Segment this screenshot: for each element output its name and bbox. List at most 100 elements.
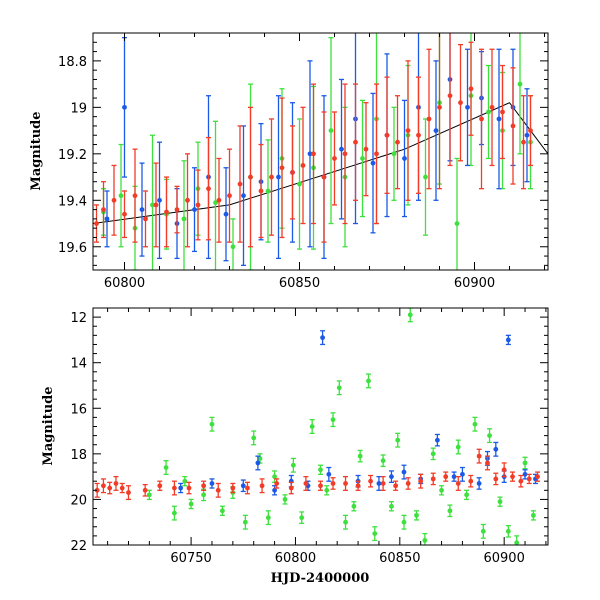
- bottom-data-point: [476, 481, 482, 486]
- bottom-data-point: [343, 481, 348, 486]
- bottom-data-point: [518, 478, 524, 484]
- bottom-data-point: [272, 487, 277, 493]
- bottom-data-point: [245, 485, 250, 491]
- bottom-data-point: [178, 485, 184, 491]
- bottom-y-tick-label: 20: [70, 493, 87, 508]
- bottom-data-point: [510, 474, 515, 480]
- bottom-data-point: [171, 510, 177, 516]
- top-data-point: [227, 193, 232, 199]
- top-data-point: [297, 181, 302, 187]
- bottom-data-point: [107, 485, 113, 491]
- top-data-point: [321, 174, 327, 180]
- bottom-data-point: [330, 417, 336, 423]
- bottom-y-tick-label: 22: [70, 539, 87, 554]
- bottom-data-point: [497, 499, 503, 505]
- bottom-data-point: [530, 512, 536, 518]
- bottom-y-tick-label: 14: [70, 357, 87, 372]
- top-data-point: [447, 93, 453, 99]
- top-series-red: [94, 33, 533, 248]
- bottom-y-tick-label: 18: [70, 448, 87, 463]
- bottom-data-point: [330, 481, 336, 486]
- bottom-data-point: [186, 485, 192, 491]
- bottom-data-point: [309, 424, 315, 429]
- top-x-tick-label: 60900: [454, 276, 495, 291]
- bottom-data-point: [318, 483, 323, 489]
- bottom-data-point: [318, 467, 323, 473]
- bottom-data-point: [303, 481, 309, 486]
- bottom-data-point: [259, 483, 265, 489]
- bottom-y-tick-label: 16: [70, 402, 87, 417]
- top-data-point: [122, 104, 127, 110]
- top-x-tick-label: 60850: [279, 276, 320, 291]
- top-data-point: [402, 156, 407, 161]
- bottom-data-point: [351, 503, 357, 509]
- bottom-data-point: [401, 519, 407, 525]
- bottom-data-point: [257, 456, 263, 461]
- top-data-point: [143, 216, 148, 222]
- bottom-data-point: [326, 471, 332, 477]
- top-data-point: [101, 207, 106, 212]
- top-y-axis-title: Magnitude: [29, 111, 44, 190]
- bottom-data-point: [255, 460, 261, 466]
- top-data-point: [374, 151, 379, 157]
- bottom-x-tick-label: 60900: [483, 551, 524, 566]
- bottom-x-tick-label: 60850: [379, 551, 420, 566]
- top-data-point: [195, 202, 201, 208]
- bottom-data-point: [505, 337, 511, 343]
- bottom-data-point: [476, 453, 482, 459]
- top-data-point: [122, 211, 127, 217]
- bottom-y-tick-label: 12: [70, 311, 87, 326]
- top-data-point: [426, 116, 432, 122]
- top-data-point: [279, 165, 285, 171]
- top-data-point: [339, 146, 344, 152]
- bottom-data-point: [101, 483, 106, 489]
- top-data-point: [164, 209, 169, 215]
- top-data-point: [524, 132, 530, 138]
- bottom-data-point: [188, 501, 194, 507]
- bottom-data-point: [290, 462, 296, 468]
- top-data-point: [528, 128, 533, 133]
- bottom-data-point: [395, 437, 401, 443]
- bottom-data-point: [389, 474, 394, 480]
- bottom-data-point: [380, 481, 386, 486]
- top-data-point: [353, 139, 358, 145]
- bottom-data-point: [163, 465, 169, 470]
- top-panel: 60800 60850 60900 18.8 19 19.2 19.4 19.6 Magnit…: [29, 32, 549, 291]
- bottom-x-tick-label: 60800: [275, 551, 316, 566]
- bottom-data-point: [443, 474, 449, 480]
- top-data-point: [370, 160, 376, 166]
- top-data-point: [479, 116, 484, 122]
- top-series-blue: [104, 33, 530, 267]
- top-data-point: [328, 128, 334, 133]
- bottom-data-point: [209, 421, 215, 427]
- top-data-point: [192, 207, 197, 212]
- top-data-point: [405, 128, 411, 133]
- bottom-data-point: [215, 487, 221, 493]
- bottom-data-point: [526, 476, 532, 482]
- bottom-series-green: [146, 308, 536, 545]
- top-data-point: [423, 174, 428, 180]
- bottom-panel-frame: [92, 307, 549, 546]
- bottom-data-point: [451, 474, 457, 480]
- bottom-data-point: [126, 490, 131, 495]
- bottom-data-point: [94, 487, 100, 493]
- top-y-tick-label: 19.6: [58, 241, 87, 256]
- bottom-data-point: [455, 444, 461, 450]
- top-data-point: [230, 244, 236, 250]
- bottom-data-point: [119, 485, 125, 491]
- top-data-point: [342, 151, 348, 157]
- bottom-data-point: [501, 467, 507, 473]
- bottom-data-point: [157, 483, 163, 489]
- bottom-data-point: [142, 487, 148, 493]
- bottom-data-point: [288, 485, 294, 491]
- bottom-data-point: [320, 335, 325, 341]
- bottom-data-point: [324, 487, 330, 493]
- top-data-point: [500, 109, 505, 115]
- bottom-data-point: [407, 312, 413, 318]
- bottom-data-point: [336, 385, 342, 391]
- top-data-point: [517, 81, 523, 87]
- top-y-tick-label: 19.2: [58, 148, 87, 163]
- bottom-data-point: [299, 515, 305, 521]
- bottom-data-point: [146, 492, 152, 498]
- bottom-data-point: [472, 421, 478, 427]
